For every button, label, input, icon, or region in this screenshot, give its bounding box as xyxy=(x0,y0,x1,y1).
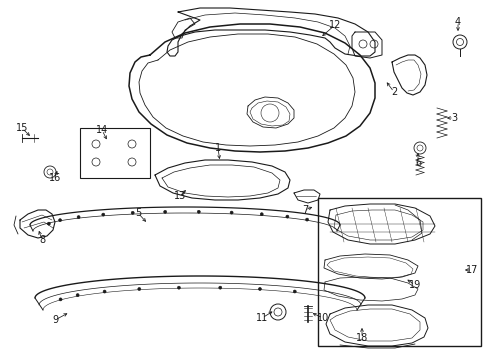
Circle shape xyxy=(305,218,308,221)
Text: 14: 14 xyxy=(96,125,108,135)
Circle shape xyxy=(293,290,296,293)
Text: 12: 12 xyxy=(328,20,341,30)
Text: 5: 5 xyxy=(135,208,141,218)
Circle shape xyxy=(77,216,80,219)
Circle shape xyxy=(318,221,321,225)
Circle shape xyxy=(59,219,61,222)
Text: 17: 17 xyxy=(465,265,477,275)
Circle shape xyxy=(218,286,221,289)
Text: 11: 11 xyxy=(255,313,267,323)
Circle shape xyxy=(337,298,340,301)
Circle shape xyxy=(285,215,288,218)
Text: 10: 10 xyxy=(316,313,328,323)
Circle shape xyxy=(131,211,134,214)
Text: 2: 2 xyxy=(390,87,396,97)
Text: 4: 4 xyxy=(454,17,460,27)
Text: 6: 6 xyxy=(414,158,420,168)
Circle shape xyxy=(76,294,79,297)
Text: 18: 18 xyxy=(355,333,367,343)
Circle shape xyxy=(59,298,62,301)
Text: 19: 19 xyxy=(408,280,420,290)
Text: 7: 7 xyxy=(301,205,307,215)
Text: 15: 15 xyxy=(16,123,28,133)
Text: 3: 3 xyxy=(450,113,456,123)
Circle shape xyxy=(47,222,50,225)
Text: 16: 16 xyxy=(49,173,61,183)
Circle shape xyxy=(230,211,233,214)
Circle shape xyxy=(103,290,106,293)
Circle shape xyxy=(102,213,104,216)
Circle shape xyxy=(260,213,263,216)
Text: 8: 8 xyxy=(39,235,45,245)
Bar xyxy=(80,128,150,178)
Text: 13: 13 xyxy=(174,191,186,201)
Circle shape xyxy=(177,286,180,289)
Circle shape xyxy=(197,210,200,213)
Circle shape xyxy=(138,288,141,291)
Circle shape xyxy=(320,293,323,297)
Text: 1: 1 xyxy=(215,143,221,153)
Circle shape xyxy=(258,288,261,291)
Text: 9: 9 xyxy=(52,315,58,325)
Circle shape xyxy=(163,210,166,213)
Bar xyxy=(317,198,480,346)
